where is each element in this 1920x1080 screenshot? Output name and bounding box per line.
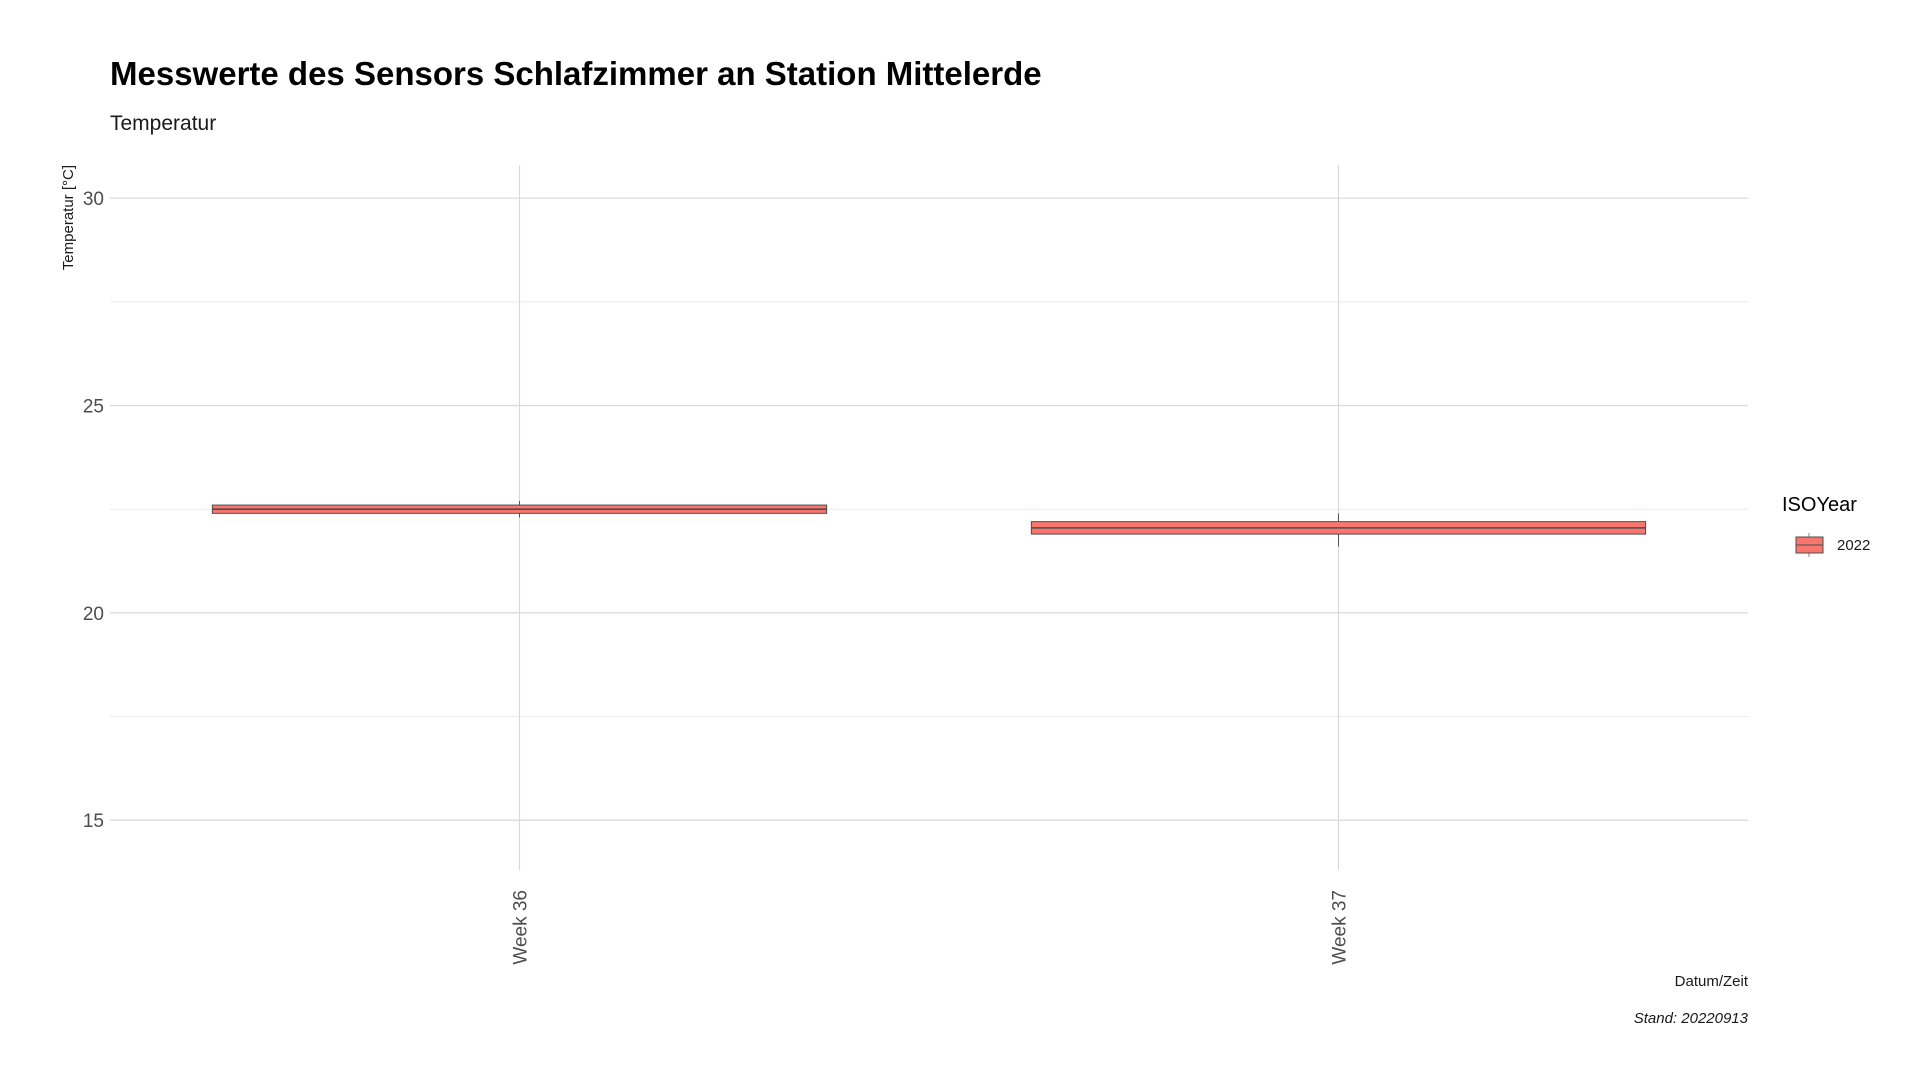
legend-entry: 2022: [1795, 533, 1870, 557]
x-tick-label: Week 36: [511, 890, 532, 965]
chart-subtitle: Temperatur: [110, 112, 216, 135]
caption: Stand: 20220913: [1634, 1010, 1749, 1027]
y-tick-label: 30: [83, 189, 104, 210]
boxplot: [211, 500, 828, 518]
tick-labels: 15 20 25 30 Week 36 Week 37: [83, 189, 1351, 964]
chart-title: Messwerte des Sensors Schlafzimmer an St…: [110, 55, 1042, 92]
y-axis-title: Temperatur [°C]: [60, 165, 77, 270]
boxplots: [211, 500, 1647, 547]
legend-label: 2022: [1837, 537, 1870, 554]
y-tick-label: 25: [83, 397, 104, 418]
legend: ISOYear 2022: [1782, 494, 1870, 557]
x-tick-label: Week 37: [1330, 890, 1351, 965]
x-axis-title: Datum/Zeit: [1675, 973, 1749, 990]
boxplot: [1030, 513, 1647, 547]
grid: [110, 165, 1748, 870]
y-tick-label: 15: [83, 811, 104, 832]
legend-title: ISOYear: [1782, 494, 1857, 516]
y-tick-label: 20: [83, 604, 104, 625]
